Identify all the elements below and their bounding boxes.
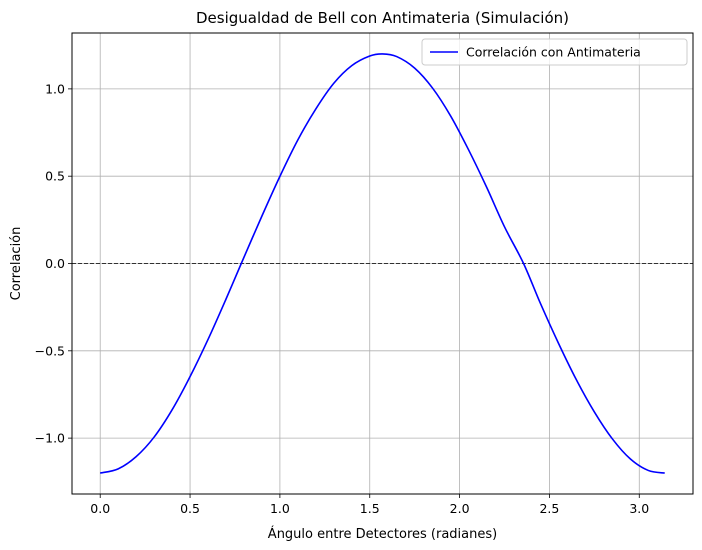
- x-tick-label: 0.0: [90, 501, 110, 516]
- legend-entry-label: Correlación con Antimateria: [466, 45, 641, 60]
- y-tick-label: 0.5: [45, 169, 65, 184]
- legend: Correlación con Antimateria: [421, 38, 688, 66]
- x-tick-label: 1.0: [270, 501, 290, 516]
- y-tick-label: 1.0: [45, 81, 65, 96]
- x-tick-label: 3.0: [629, 501, 649, 516]
- series-line: [100, 53, 665, 474]
- y-tick-label: 0.0: [45, 256, 65, 271]
- x-tick-label: 0.5: [180, 501, 200, 516]
- y-tick-label: −1.0: [35, 431, 65, 446]
- x-axis-label: Ángulo entre Detectores (radianes): [268, 526, 497, 542]
- legend-box: [421, 38, 688, 66]
- chart-title: Desigualdad de Bell con Antimateria (Sim…: [196, 9, 569, 27]
- y-ticks: −1.0 −0.5 0.0 0.5 1.0: [35, 81, 72, 446]
- x-ticks: 0.0 0.5 1.0 1.5 2.0 2.5 3.0: [90, 494, 649, 516]
- series-layer: [100, 53, 665, 474]
- x-tick-label: 2.0: [450, 501, 470, 516]
- y-axis-label: Correlación: [9, 227, 24, 301]
- x-tick-label: 1.5: [360, 501, 380, 516]
- y-tick-label: −0.5: [35, 343, 65, 358]
- x-tick-label: 2.5: [539, 501, 559, 516]
